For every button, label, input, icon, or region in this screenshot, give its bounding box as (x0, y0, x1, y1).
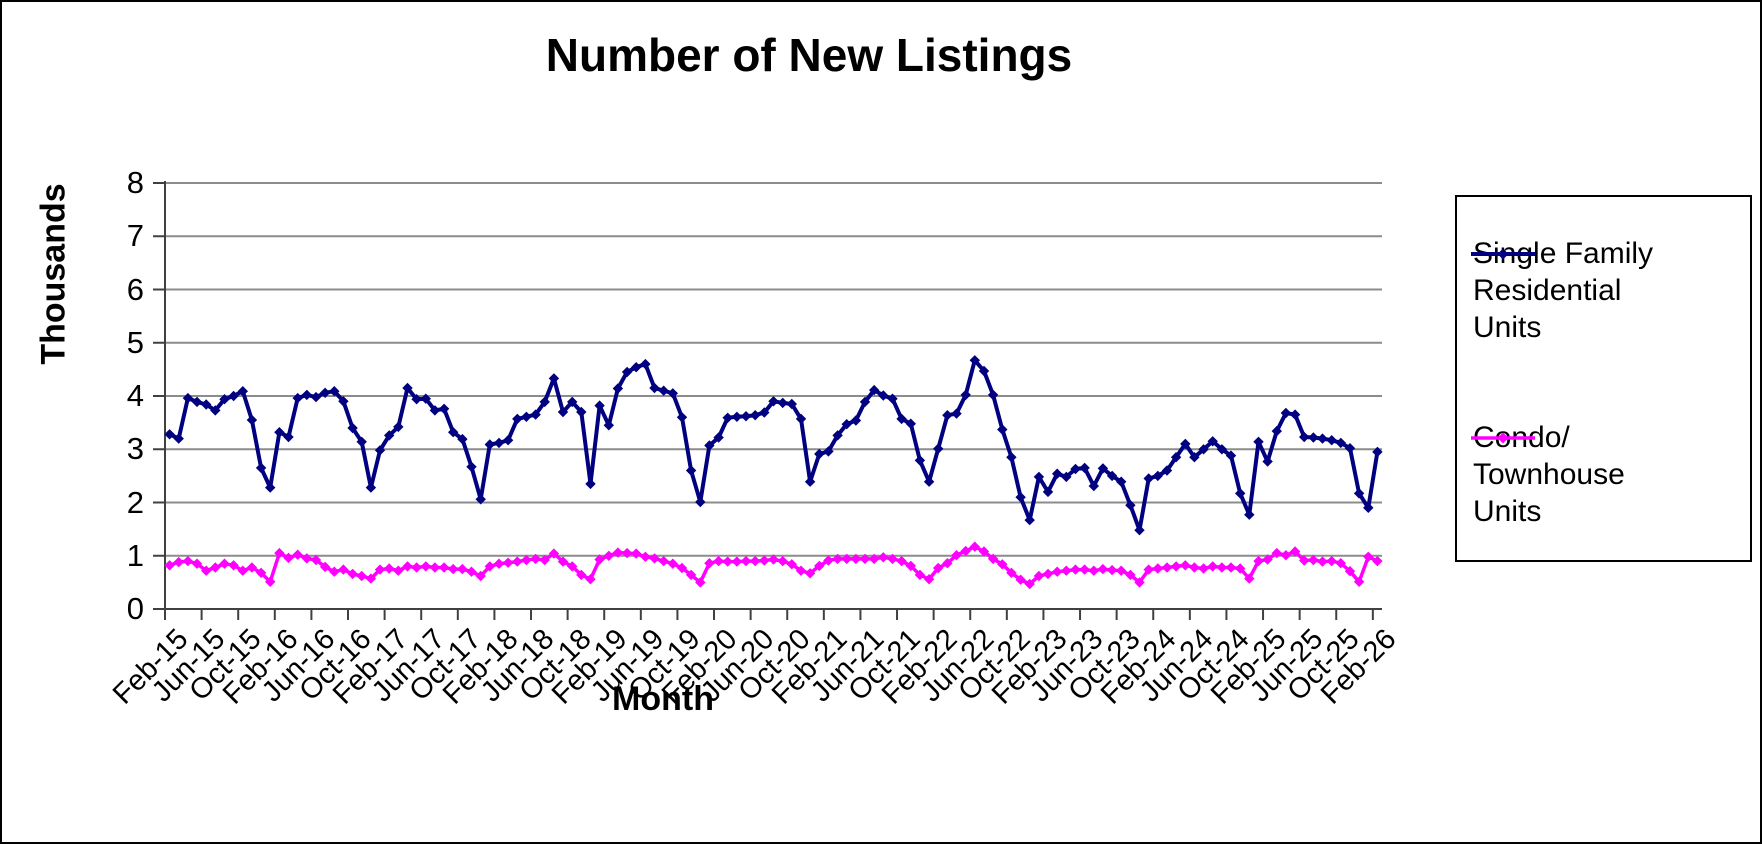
y-tick-label: 8 (126, 165, 144, 200)
legend-line-sample (1471, 248, 1535, 260)
legend-label: Single Family Residential Units (1473, 237, 1654, 344)
y-tick-label: 7 (126, 218, 144, 254)
legend-entry: Single Family Residential Units (1471, 235, 1653, 346)
chart-title: Number of New Listings (545, 29, 1073, 81)
y-tick-label: 3 (126, 431, 144, 467)
series-markers-single-family (164, 355, 1383, 536)
y-tick-label: 0 (126, 591, 144, 626)
series-line-single-family (167, 358, 1380, 533)
y-tick-label: 4 (126, 378, 144, 413)
y-tick-label: 5 (126, 324, 144, 360)
y-tick-label: 6 (126, 271, 144, 307)
series-markers-condo (164, 541, 1383, 590)
legend: Single Family Residential Units Condo/ To… (1455, 195, 1752, 562)
y-tick-label: 1 (126, 537, 144, 573)
legend-entry: Condo/ Townhouse Units (1471, 419, 1625, 530)
x-axis-title: Month (612, 680, 714, 718)
y-tick-label: 2 (126, 484, 144, 520)
legend-line-sample (1471, 432, 1535, 444)
